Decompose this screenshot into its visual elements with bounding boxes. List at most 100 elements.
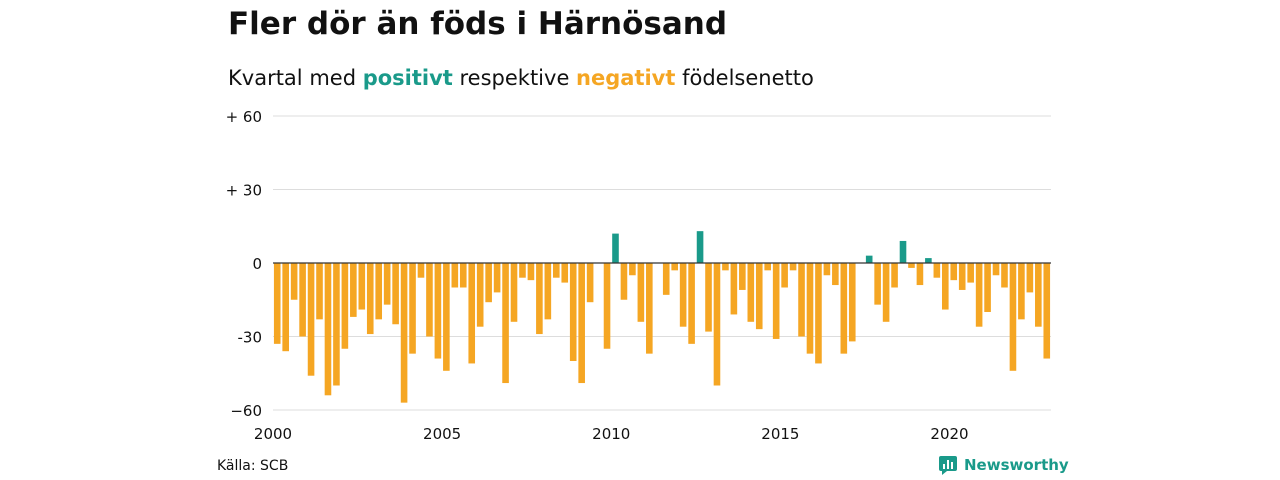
bar-negative [789,263,797,271]
bar-negative [586,263,594,303]
bar-negative [882,263,890,322]
newsworthy-icon [939,456,957,475]
subtitle-prefix: Kvartal med [228,66,363,90]
bar-negative [933,263,941,278]
x-tick-label: 2010 [592,425,630,443]
y-tick-label: 0 [252,255,262,273]
bar-negative [722,263,729,271]
brand-label: Newsworthy [964,456,1069,474]
bar-negative [603,263,611,349]
bar-negative [324,263,332,396]
bar-negative [273,263,281,344]
bar-negative [848,263,856,342]
bar-negative [333,263,340,386]
bar-negative [730,263,738,315]
bar-negative [1018,263,1025,320]
bar-negative [459,263,467,288]
subtitle-negative-word: negativt [576,66,676,90]
x-tick-label: 2005 [423,425,461,443]
bar-negative [629,263,636,276]
bar-negative [358,263,366,310]
bar-negative [916,263,924,286]
bar-negative [476,263,484,327]
chart-subtitle: Kvartal med positivt respektive negativt… [228,66,814,90]
bar-negative [671,263,678,271]
bar-negative [815,263,822,364]
bar-negative [468,263,476,364]
bar-negative [1043,263,1051,359]
brand-logo[interactable]: Newsworthy [938,455,1069,475]
y-tick-label: −60 [230,402,262,420]
bar-negative [282,263,289,352]
bar-negative [299,263,306,337]
bar-negative [409,263,416,354]
bar-negative [874,263,881,305]
bar-negative [485,263,492,303]
bar-negative [510,263,518,322]
bar-negative [713,263,721,386]
bar-negative [967,263,974,283]
bar-negative [561,263,569,283]
bar-negative [806,263,814,354]
bar-negative [1035,263,1042,327]
bar-negative [493,263,501,293]
bar-negative [1009,263,1017,371]
bar-negative [527,263,535,281]
bar-negative [984,263,991,312]
bar-negative [366,263,374,335]
bar-negative [739,263,746,290]
bar-negative [544,263,552,320]
chart-title: Fler dör än föds i Härnösand [228,6,728,42]
bar-negative [307,263,315,376]
bar-negative [451,263,459,288]
bar-negative [958,263,966,290]
bar-negative [578,263,585,384]
bar-negative [383,263,391,305]
bar-negative [942,263,949,310]
bar-negative [536,263,543,335]
bar-negative [426,263,433,337]
bar-negative [908,263,915,268]
y-tick-label: + 30 [226,182,262,200]
bar-negative [569,263,577,361]
bar-negative [950,263,958,281]
bar-negative [519,263,526,278]
subtitle-middle: respektive [452,66,577,90]
bar-negative [705,263,712,332]
bar-negative [316,263,323,320]
bar-negative [688,263,695,344]
source-note: Källa: SCB [217,458,289,474]
bar-negative [1001,263,1008,288]
bar-negative [434,263,442,359]
bar-positive [925,258,932,263]
x-tick-label: 2000 [254,425,292,443]
bar-negative [350,263,357,317]
bar-negative [755,263,763,330]
bar-negative [798,263,805,337]
bar-negative [891,263,898,288]
bar-negative [502,263,509,384]
bar-negative [1026,263,1034,293]
y-tick-label: + 60 [226,108,262,126]
bar-negative [417,263,425,278]
bar-negative [679,263,687,327]
bar-negative [646,263,653,354]
bar-positive [696,231,704,263]
bar-negative [392,263,399,325]
bar-positive [612,233,619,263]
bar-negative [781,263,788,288]
bar-negative [443,263,450,371]
bar-negative [553,263,560,278]
subtitle-positive-word: positivt [362,66,453,90]
bar-negative [823,263,831,276]
bar-negative [620,263,628,300]
bar-negative [992,263,1000,276]
bar-negative [840,263,848,354]
bars [273,231,1051,403]
bar-negative [832,263,839,286]
bar-negative [400,263,408,403]
axes: + 60 + 30 0 -30 −60 2000 2005 2010 2015 2020 [226,108,1051,443]
bar-negative [637,263,645,322]
x-tick-label: 2015 [761,425,799,443]
